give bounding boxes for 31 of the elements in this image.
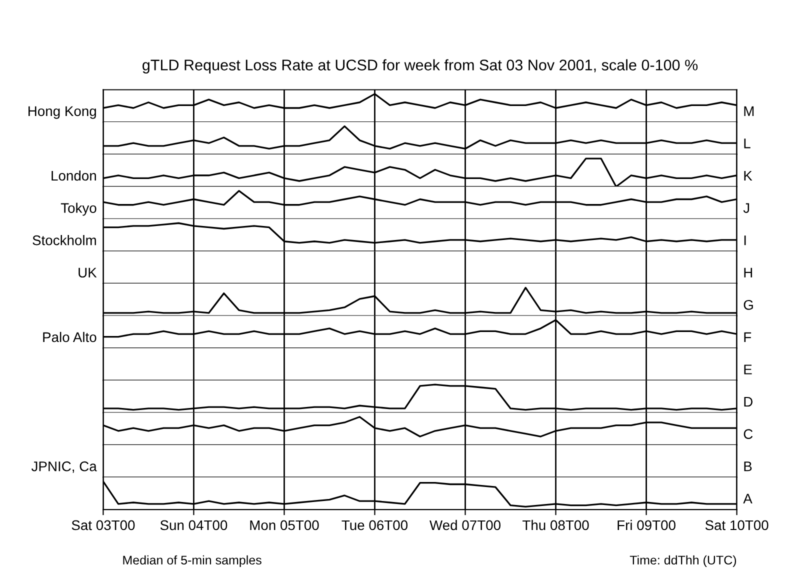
y2-axis-title: D xyxy=(744,397,752,407)
y2-axis-title: C xyxy=(744,429,753,439)
y-axis-title: Palo Alto xyxy=(43,332,96,342)
text: Time: ddThh (UTC) xyxy=(630,555,736,568)
x-tick-label: Thu 08T00 xyxy=(522,520,589,530)
y2-axis-title: J xyxy=(743,203,750,213)
y2-axis-title: A xyxy=(743,494,752,504)
text: JPNIC, Ca xyxy=(31,461,97,473)
y2-axis-title: L xyxy=(744,138,750,148)
x-tick-label: Mon 05T00 xyxy=(250,520,319,530)
y-axis-title: Tokyo xyxy=(60,202,96,216)
y-axis-title: Stockholm xyxy=(32,235,96,246)
text: UK xyxy=(78,268,97,278)
text: E xyxy=(744,364,752,374)
x-tick-label: Sat 03T00 xyxy=(72,520,135,530)
chart-title: gTLD Request Loss Rate at UCSD for week from Sat 03 Nov 2001, scale 0-100 % xyxy=(142,59,698,74)
y2-axis-title: F xyxy=(744,332,752,342)
x-tick-label: Wed 07T00 xyxy=(430,520,500,530)
x-tick-label: Tue 06T00 xyxy=(342,520,408,530)
y-axis-title: Hong Kong xyxy=(28,106,96,119)
text: Median of 5-min samples xyxy=(123,555,262,568)
text: H xyxy=(744,268,752,278)
x-tick-label: Sat 10T00 xyxy=(705,520,768,530)
x-tick-label: Fri 09T00 xyxy=(618,520,676,530)
text: B xyxy=(744,462,752,472)
y-axis-title: London xyxy=(52,170,96,181)
x-tick-label: Sun 04T00 xyxy=(160,520,228,530)
y2-axis-title: M xyxy=(744,106,754,116)
y2-axis-title: G xyxy=(744,300,753,310)
y2-axis-title: K xyxy=(744,170,752,181)
y2-axis-title: I xyxy=(744,236,746,246)
